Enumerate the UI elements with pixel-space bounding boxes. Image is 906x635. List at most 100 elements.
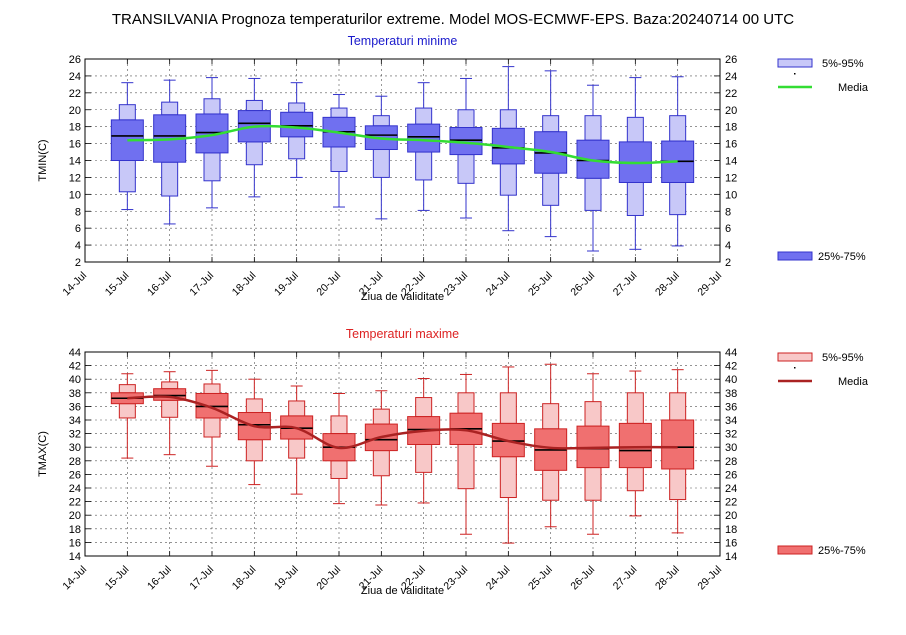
y-axis-label: TMAX(C) <box>37 431 49 477</box>
range-box-upper <box>542 115 560 133</box>
x-tick-label: 25-Jul <box>526 270 555 299</box>
range-box-lower <box>499 456 517 499</box>
y-tick-label-right: 16 <box>725 139 737 151</box>
y-tick-label-right: 30 <box>725 442 737 454</box>
box-22-Jul <box>407 378 441 504</box>
x-tick-label: 15-Jul <box>103 270 132 299</box>
range-box-upper <box>161 101 179 116</box>
y-tick-label-right: 26 <box>725 469 737 481</box>
iqr-box <box>618 422 652 469</box>
y-tick-label-right: 34 <box>725 415 737 427</box>
y-tick-label-right: 44 <box>725 347 737 359</box>
x-tick-label: 18-Jul <box>230 564 259 593</box>
box-24-Jul <box>491 366 525 544</box>
range-box-upper <box>203 98 221 115</box>
legend-range-dot <box>794 367 796 369</box>
y-tick-label-right: 6 <box>725 223 731 235</box>
range-box-lower <box>161 399 179 418</box>
box-26-Jul <box>576 84 610 252</box>
legend-range-swatch <box>777 58 813 68</box>
box-25-Jul <box>534 363 568 528</box>
x-tick-label: 23-Jul <box>441 270 470 299</box>
range-box-upper <box>288 102 306 113</box>
box-15-Jul <box>110 373 144 459</box>
y-tick-label-left: 16 <box>69 139 81 151</box>
y-tick-label-left: 28 <box>69 456 81 468</box>
y-tick-label-right: 2 <box>725 257 731 269</box>
range-box-lower <box>203 152 221 182</box>
box-16-Jul <box>153 371 187 456</box>
range-box-upper <box>161 381 179 390</box>
y-tick-label-left: 16 <box>69 537 81 549</box>
y-tick-label-left: 26 <box>69 469 81 481</box>
y-tick-label-right: 32 <box>725 429 737 441</box>
panel-title: Temperaturi minime <box>348 34 458 48</box>
range-box-lower <box>118 160 136 193</box>
range-box-lower <box>288 438 306 459</box>
y-tick-label-left: 14 <box>69 551 81 563</box>
y-tick-label-left: 38 <box>69 388 81 400</box>
y-tick-label-right: 8 <box>725 206 731 218</box>
y-tick-label-right: 22 <box>725 88 737 100</box>
y-tick-label-left: 14 <box>69 156 81 168</box>
box-21-Jul <box>364 390 398 506</box>
range-box-lower <box>245 439 263 462</box>
range-box-lower <box>584 177 602 211</box>
range-box-upper <box>330 415 348 435</box>
box-16-Jul <box>153 79 187 225</box>
legend-range-label: 5%-95% <box>822 58 864 70</box>
y-tick-label-right: 38 <box>725 388 737 400</box>
y-tick-label-right: 12 <box>725 172 737 184</box>
legend-range-label: 5%-95% <box>822 352 864 364</box>
legend-iqr-label: 25%-75% <box>818 251 866 263</box>
y-tick-label-right: 22 <box>725 497 737 509</box>
y-tick-label-left: 4 <box>75 240 81 252</box>
panel-title: Temperaturi maxime <box>346 327 459 341</box>
legend-media-label: Media <box>838 376 869 388</box>
box-17-Jul <box>195 369 229 467</box>
y-tick-label-left: 36 <box>69 401 81 413</box>
range-box-lower <box>330 460 348 479</box>
y-tick-label-left: 12 <box>69 172 81 184</box>
iqr-box <box>407 123 441 153</box>
y-tick-label-right: 14 <box>725 551 737 563</box>
box-15-Jul <box>110 82 144 211</box>
box-23-Jul <box>449 373 483 535</box>
x-tick-label: 26-Jul <box>568 564 597 593</box>
y-tick-label-right: 18 <box>725 524 737 536</box>
box-22-Jul <box>407 82 441 211</box>
legend-range-dot <box>794 73 796 75</box>
range-box-upper <box>415 107 433 125</box>
x-tick-label: 25-Jul <box>526 564 555 593</box>
y-tick-label-left: 30 <box>69 442 81 454</box>
y-tick-label-right: 24 <box>725 71 737 83</box>
x-tick-label: 27-Jul <box>611 564 640 593</box>
range-box-lower <box>626 467 644 492</box>
range-box-upper <box>330 107 348 118</box>
y-tick-label-left: 44 <box>69 347 81 359</box>
box-19-Jul <box>280 385 314 495</box>
range-box-upper <box>584 401 602 427</box>
y-tick-label-left: 8 <box>75 206 81 218</box>
x-tick-label: 17-Jul <box>187 564 216 593</box>
chart-main-title: TRANSILVANIA Prognoza temperaturilor ext… <box>111 11 795 28</box>
range-box-upper <box>372 408 390 425</box>
media-line <box>127 124 678 165</box>
y-tick-label-left: 18 <box>69 122 81 134</box>
x-tick-label: 14-Jul <box>60 564 89 593</box>
range-box-upper <box>457 392 475 414</box>
box-21-Jul <box>364 95 398 220</box>
range-box-upper <box>118 104 136 121</box>
x-tick-label: 16-Jul <box>145 564 174 593</box>
range-box-upper <box>626 392 644 424</box>
y-tick-label-left: 26 <box>69 54 81 66</box>
y-tick-label-right: 28 <box>725 456 737 468</box>
y-tick-label-left: 2 <box>75 257 81 269</box>
x-tick-label: 19-Jul <box>272 564 301 593</box>
x-tick-label: 27-Jul <box>611 270 640 299</box>
box-27-Jul <box>618 370 652 517</box>
x-tick-label: 28-Jul <box>653 564 682 593</box>
y-tick-label-right: 24 <box>725 483 737 495</box>
